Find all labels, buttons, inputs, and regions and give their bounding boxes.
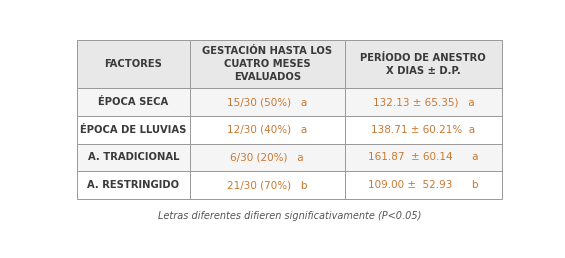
Bar <box>77 144 190 171</box>
Bar <box>190 116 345 144</box>
Bar <box>345 171 502 199</box>
Text: FACTORES: FACTORES <box>105 59 162 69</box>
Bar <box>77 88 190 116</box>
Text: ÉPOCA SECA: ÉPOCA SECA <box>98 97 168 107</box>
Bar <box>77 171 190 199</box>
Text: 132.13 ± 65.35)   a: 132.13 ± 65.35) a <box>372 97 474 107</box>
Text: 109.00 ±  52.93      b: 109.00 ± 52.93 b <box>368 180 479 190</box>
Text: 6/30 (20%)   a: 6/30 (20%) a <box>231 152 304 162</box>
Text: 161.87  ± 60.14      a: 161.87 ± 60.14 a <box>368 152 479 162</box>
Bar <box>345 88 502 116</box>
Text: GESTACIÓN HASTA LOS
CUATRO MESES
EVALUADOS: GESTACIÓN HASTA LOS CUATRO MESES EVALUAD… <box>202 46 332 82</box>
Text: 12/30 (40%)   a: 12/30 (40%) a <box>227 125 307 135</box>
Bar <box>77 116 190 144</box>
Text: A. TRADICIONAL: A. TRADICIONAL <box>88 152 179 162</box>
Bar <box>345 144 502 171</box>
Text: 21/30 (70%)   b: 21/30 (70%) b <box>227 180 307 190</box>
Text: PERÍODO DE ANESTRO
X DIAS ± D.P.: PERÍODO DE ANESTRO X DIAS ± D.P. <box>360 53 486 76</box>
Bar <box>77 40 190 88</box>
Bar <box>345 116 502 144</box>
Text: 15/30 (50%)   a: 15/30 (50%) a <box>227 97 307 107</box>
Bar <box>190 144 345 171</box>
Bar <box>190 171 345 199</box>
Text: A. RESTRINGIDO: A. RESTRINGIDO <box>88 180 180 190</box>
Bar <box>345 40 502 88</box>
Text: ÉPOCA DE LLUVIAS: ÉPOCA DE LLUVIAS <box>80 125 186 135</box>
Text: 138.71 ± 60.21%  a: 138.71 ± 60.21% a <box>371 125 475 135</box>
Text: Letras diferentes difieren significativamente (P<0.05): Letras diferentes difieren significativa… <box>158 211 421 221</box>
Bar <box>190 88 345 116</box>
Bar <box>190 40 345 88</box>
